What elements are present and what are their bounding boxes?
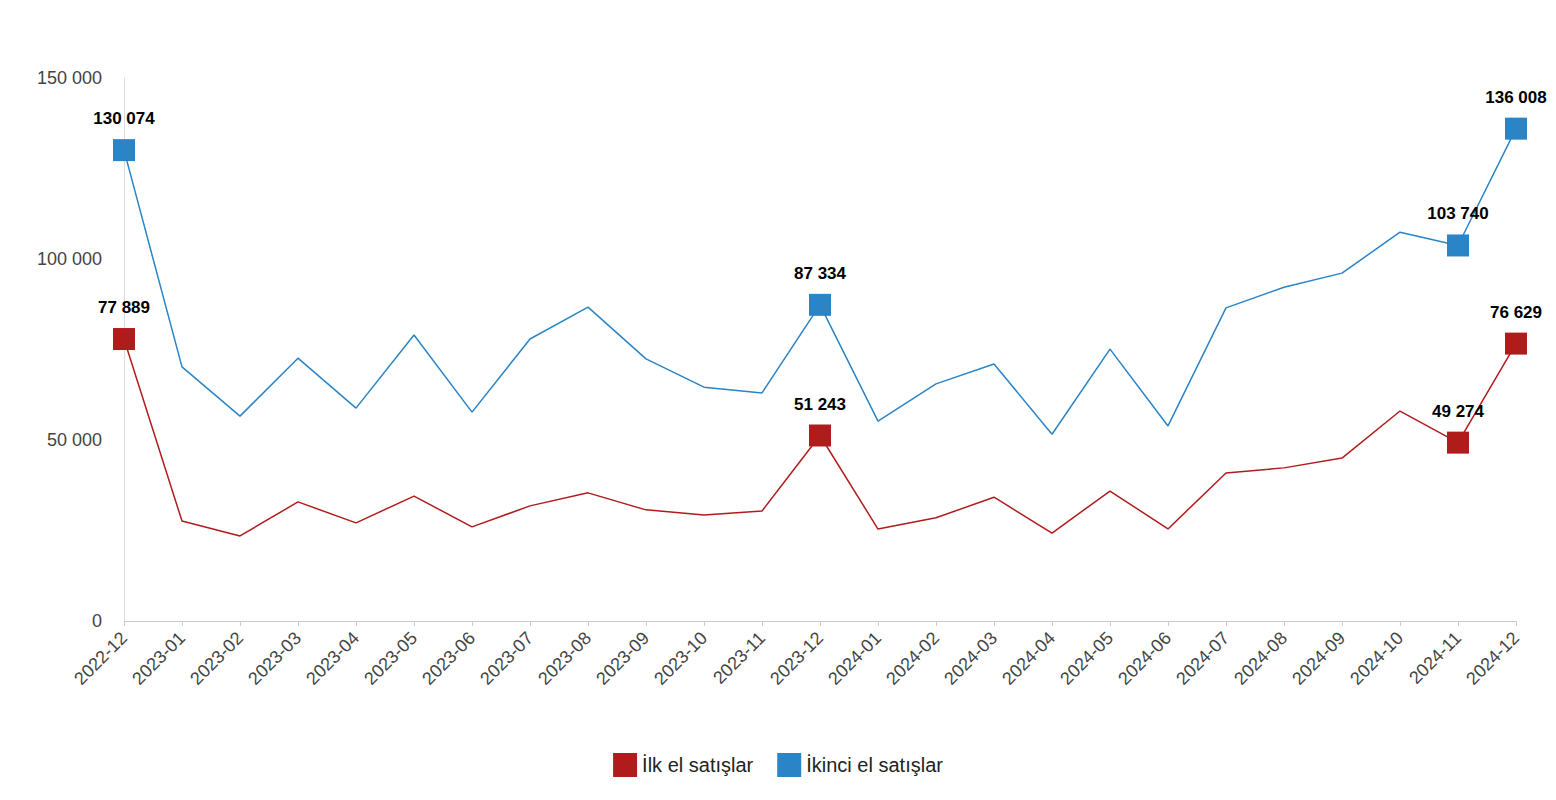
svg-text:103 740: 103 740 <box>1427 204 1488 223</box>
svg-text:2024-02: 2024-02 <box>882 628 943 689</box>
svg-text:76 629: 76 629 <box>1490 303 1542 322</box>
svg-text:2024-08: 2024-08 <box>1230 628 1291 689</box>
svg-text:2024-10: 2024-10 <box>1346 628 1407 689</box>
svg-text:130 074: 130 074 <box>93 109 155 128</box>
svg-text:2023-05: 2023-05 <box>360 628 421 689</box>
svg-text:2024-03: 2024-03 <box>940 628 1001 689</box>
svg-text:2023-12: 2023-12 <box>766 628 827 689</box>
svg-text:2024-07: 2024-07 <box>1172 628 1233 689</box>
svg-text:136 008: 136 008 <box>1485 88 1546 107</box>
svg-text:2023-11: 2023-11 <box>709 628 769 688</box>
svg-text:49 274: 49 274 <box>1432 402 1485 421</box>
svg-text:2024-12: 2024-12 <box>1462 628 1523 689</box>
svg-text:150 000: 150 000 <box>37 68 102 88</box>
svg-text:2023-08: 2023-08 <box>534 628 595 689</box>
svg-text:2024-01: 2024-01 <box>824 628 885 689</box>
svg-text:2023-04: 2023-04 <box>302 628 363 689</box>
svg-text:2024-04: 2024-04 <box>998 628 1059 689</box>
svg-text:2023-07: 2023-07 <box>476 628 537 689</box>
svg-text:77 889: 77 889 <box>98 298 150 317</box>
svg-text:100 000: 100 000 <box>37 249 102 269</box>
svg-text:50 000: 50 000 <box>47 430 102 450</box>
svg-text:87 334: 87 334 <box>794 264 847 283</box>
svg-text:2023-01: 2023-01 <box>128 628 189 689</box>
svg-text:2024-11: 2024-11 <box>1405 628 1465 688</box>
svg-text:51 243: 51 243 <box>794 395 846 414</box>
svg-text:2024-05: 2024-05 <box>1056 628 1117 689</box>
svg-text:2023-06: 2023-06 <box>418 628 479 689</box>
svg-text:2024-06: 2024-06 <box>1114 628 1175 689</box>
svg-text:2024-09: 2024-09 <box>1288 628 1349 689</box>
svg-text:2022-12: 2022-12 <box>70 628 131 689</box>
svg-text:İlk el satışlar: İlk el satışlar <box>642 754 753 776</box>
svg-text:2023-02: 2023-02 <box>186 628 247 689</box>
svg-text:İkinci el satışlar: İkinci el satışlar <box>806 754 943 776</box>
svg-text:2023-10: 2023-10 <box>650 628 711 689</box>
svg-text:2023-03: 2023-03 <box>244 628 305 689</box>
svg-text:2023-09: 2023-09 <box>592 628 653 689</box>
svg-text:0: 0 <box>92 611 102 631</box>
